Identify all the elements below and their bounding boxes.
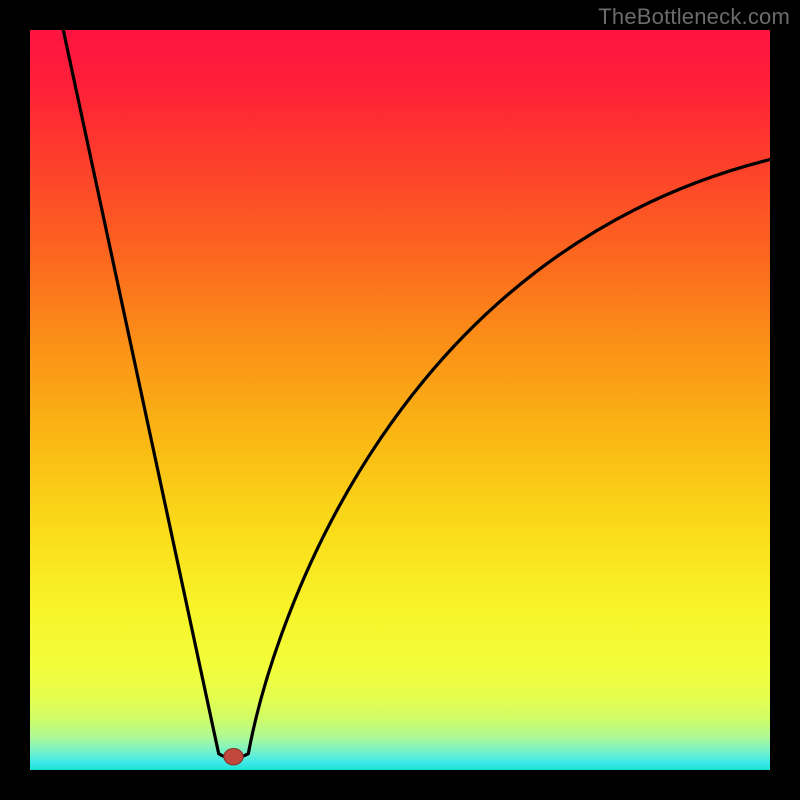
chart-container: TheBottleneck.com [0, 0, 800, 800]
optimum-marker [224, 749, 243, 765]
watermark-text: TheBottleneck.com [598, 4, 790, 30]
gradient-background [30, 30, 770, 770]
plot-area [30, 30, 770, 770]
